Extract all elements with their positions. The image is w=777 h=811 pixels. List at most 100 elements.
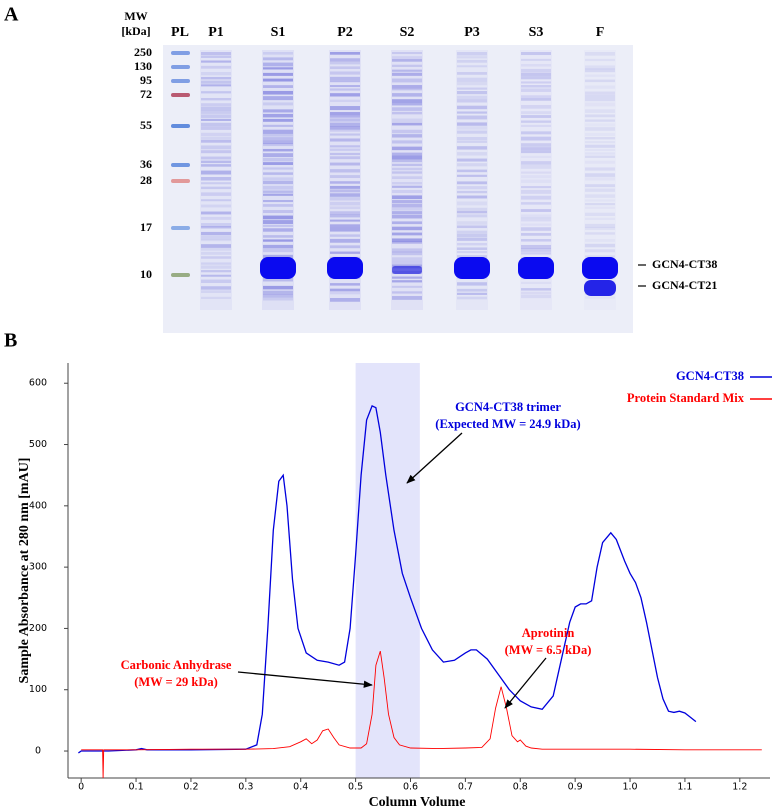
band — [201, 186, 231, 190]
band — [457, 115, 487, 120]
series-line — [81, 650, 762, 779]
band — [201, 80, 231, 84]
band — [330, 106, 360, 111]
band — [457, 181, 487, 185]
band — [392, 78, 422, 83]
band — [263, 172, 293, 175]
band — [201, 226, 231, 229]
band — [585, 173, 615, 177]
band — [201, 204, 231, 208]
band — [457, 230, 487, 234]
band — [330, 181, 360, 184]
band — [585, 68, 615, 73]
band — [457, 214, 487, 218]
band — [457, 211, 487, 214]
band — [263, 72, 293, 76]
x-tick-label: 1.2 — [732, 782, 747, 793]
band — [263, 140, 293, 145]
band — [521, 147, 551, 151]
band — [392, 88, 422, 91]
band — [201, 265, 231, 269]
band — [263, 199, 293, 203]
x-tick-label: 0.6 — [403, 782, 418, 793]
band — [201, 251, 231, 255]
band — [521, 186, 551, 189]
band — [392, 85, 422, 89]
band — [263, 52, 293, 55]
band — [330, 189, 360, 193]
band — [457, 95, 487, 100]
band — [201, 247, 231, 251]
band — [457, 130, 487, 134]
band — [585, 223, 615, 228]
band — [201, 136, 231, 140]
band — [263, 215, 293, 220]
band — [330, 80, 360, 83]
band — [585, 203, 615, 206]
main-band — [260, 257, 296, 279]
band — [521, 233, 551, 236]
band — [457, 111, 487, 114]
band — [457, 296, 487, 300]
band — [585, 199, 615, 201]
annotation: Aprotinin — [522, 626, 575, 640]
band — [521, 155, 551, 158]
band — [201, 192, 231, 196]
lane-label: P1 — [208, 25, 224, 40]
band — [392, 99, 422, 104]
band — [263, 185, 293, 190]
band — [201, 156, 231, 160]
band — [585, 79, 615, 83]
band — [330, 152, 360, 156]
band — [521, 164, 551, 169]
band — [585, 206, 615, 209]
band — [330, 162, 360, 166]
band — [521, 209, 551, 212]
band — [330, 66, 360, 70]
band — [521, 202, 551, 205]
band — [263, 78, 293, 82]
band — [263, 248, 293, 253]
band — [521, 150, 551, 154]
band — [521, 84, 551, 88]
annotation: (MW = 29 kDa) — [134, 675, 218, 689]
band — [330, 52, 360, 55]
band — [201, 270, 231, 273]
band — [457, 99, 487, 103]
x-tick-label: 0.3 — [238, 782, 253, 793]
band — [457, 195, 487, 199]
band — [392, 280, 422, 283]
lane-label: S1 — [271, 25, 286, 40]
mw-header: [kDa] — [121, 24, 150, 38]
band — [392, 276, 422, 279]
band — [457, 65, 487, 68]
band — [457, 52, 487, 56]
band — [521, 189, 551, 194]
band — [330, 169, 360, 173]
band — [457, 126, 487, 130]
main-band — [582, 257, 618, 279]
band — [263, 118, 293, 122]
x-tick-label: 0.2 — [183, 782, 198, 793]
x-tick-label: 0.9 — [568, 782, 583, 793]
band — [201, 76, 231, 80]
band — [201, 262, 231, 265]
band — [392, 214, 422, 219]
band — [585, 98, 615, 102]
band — [330, 88, 360, 91]
band — [521, 136, 551, 141]
band — [457, 174, 487, 177]
band — [392, 182, 422, 185]
band — [457, 221, 487, 225]
band — [392, 146, 422, 151]
band — [263, 254, 293, 259]
band — [392, 129, 422, 134]
band — [457, 169, 487, 173]
band — [521, 81, 551, 84]
band — [457, 163, 487, 167]
band — [521, 111, 551, 115]
band — [201, 216, 231, 220]
band — [585, 94, 615, 99]
band — [521, 124, 551, 127]
band — [457, 105, 487, 110]
